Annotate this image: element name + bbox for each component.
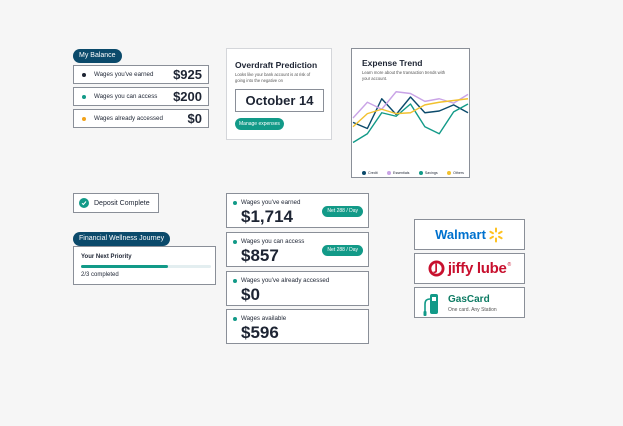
- wages-value: $1,714: [241, 207, 293, 226]
- wages-card-earned: Wages you've earned $1,714 Net 288 / Day: [226, 193, 369, 228]
- series-line-credit: [352, 96, 469, 130]
- series-line-savings: [352, 103, 469, 144]
- wages-label: Wages you can access: [241, 238, 305, 245]
- wages-card-access: Wages you can access $857 Net 288 / Day: [226, 232, 369, 267]
- bullet-icon: [82, 116, 86, 121]
- bullet-icon: [233, 240, 237, 244]
- wages-label: Wages you've earned: [241, 199, 301, 206]
- legend-item-others: Others: [447, 171, 464, 175]
- balance-value: $0: [187, 111, 202, 126]
- jiffy-lube-wordmark: jiffy lube: [447, 260, 507, 277]
- expense-trend-title: Expense Trend: [362, 58, 423, 68]
- expense-trend-description: Learn more about the transaction trends …: [362, 70, 446, 81]
- balance-value: $925: [173, 67, 202, 82]
- balance-row-access: Wages you can access $200: [73, 87, 209, 106]
- legend-swatch: [362, 171, 366, 175]
- legend-label: Essentials: [393, 171, 410, 175]
- expense-line-chart: [352, 91, 469, 144]
- bullet-icon: [233, 201, 237, 205]
- wages-value: $596: [241, 323, 279, 342]
- legend-label: Others: [453, 171, 464, 175]
- priority-title: Your Next Priority: [81, 254, 132, 260]
- progress-fill: [81, 265, 169, 268]
- registered-mark: ®: [507, 262, 512, 268]
- walmart-wordmark: Walmart: [435, 227, 486, 242]
- overdraft-title: Overdraft Prediction: [235, 60, 318, 70]
- balance-list: Wages you've earned $925 Wages you can a…: [73, 65, 209, 128]
- gascard-title: GasCard: [448, 294, 490, 305]
- manage-expenses-button[interactable]: Manage expenses: [235, 118, 284, 130]
- balance-label: Wages already accessed: [94, 115, 163, 122]
- bullet-icon: [233, 317, 237, 321]
- wellness-card: Your Next Priority 2/3 completed: [73, 246, 216, 285]
- overdraft-description: Looks like your bank account is at risk …: [235, 72, 311, 83]
- progress-text: 2/3 completed: [81, 272, 119, 278]
- balance-value: $200: [173, 89, 202, 104]
- wages-value: $0: [241, 285, 260, 304]
- overdraft-card: Overdraft Prediction Looks like your ban…: [226, 48, 332, 140]
- balance-row-accessed: Wages already accessed $0: [73, 109, 209, 128]
- net-per-day-badge: Net 288 / Day: [322, 206, 363, 217]
- deposit-label: Deposit Complete: [94, 199, 150, 207]
- legend-swatch: [447, 171, 452, 175]
- financial-wellness-pill: Financial Wellness Journey: [73, 232, 171, 246]
- bullet-icon: [82, 72, 86, 77]
- legend-item-savings: Savings: [418, 171, 438, 175]
- gas-pump-icon: [423, 294, 438, 316]
- balance-row-earned: Wages you've earned $925: [73, 65, 209, 84]
- deposit-complete-badge: Deposit Complete: [73, 193, 159, 213]
- my-balance-pill: My Balance: [73, 49, 122, 63]
- gascard-card[interactable]: GasCard One card. Any Station: [414, 287, 525, 318]
- wages-card-available: Wages available $596: [226, 309, 369, 344]
- walmart-card[interactable]: Walmart: [414, 219, 525, 250]
- bullet-icon: [82, 94, 86, 99]
- check-circle-icon: [79, 198, 89, 208]
- progress-bar: [81, 265, 211, 268]
- bullet-icon: [233, 279, 237, 283]
- wages-value: $857: [241, 246, 279, 265]
- jiffy-lube-card[interactable]: jiffy lube ®: [414, 253, 525, 284]
- wages-label: Wages available: [241, 315, 287, 322]
- wages-card-accessed: Wages you've already accessed $0: [226, 271, 369, 306]
- walmart-spark-icon: [489, 227, 503, 242]
- legend-label: Savings: [424, 171, 438, 175]
- legend-label: Credit: [368, 171, 378, 175]
- series-line-others: [352, 98, 469, 128]
- chart-legend: Credit Essentials Savings Others: [362, 162, 469, 180]
- jiffy-lube-logo-icon: [428, 260, 445, 277]
- legend-item-credit: Credit: [362, 171, 378, 175]
- balance-label: Wages you've earned: [94, 71, 154, 78]
- gascard-subtitle: One card. Any Station: [448, 307, 497, 313]
- net-per-day-badge: Net 288 / Day: [322, 245, 363, 256]
- overdraft-date: October 14: [235, 89, 324, 112]
- legend-swatch: [387, 171, 392, 175]
- expense-trend-card: Expense Trend Learn more about the trans…: [351, 48, 470, 178]
- balance-label: Wages you can access: [94, 93, 158, 100]
- wages-label: Wages you've already accessed: [241, 277, 330, 284]
- legend-swatch: [418, 171, 423, 175]
- legend-item-essentials: Essentials: [387, 171, 409, 175]
